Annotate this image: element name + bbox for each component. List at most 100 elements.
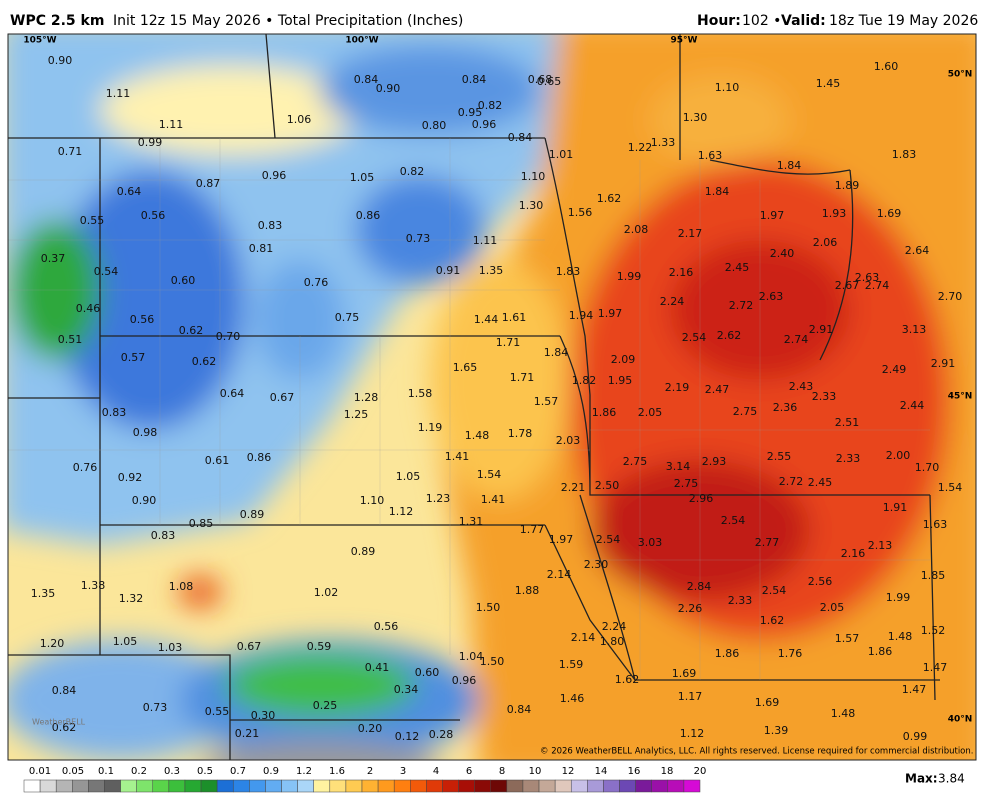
colorbar-label: 18 bbox=[661, 766, 674, 777]
precip-label: 1.59 bbox=[559, 658, 584, 671]
precip-label: 0.76 bbox=[73, 461, 98, 474]
precip-label: 1.69 bbox=[877, 207, 902, 220]
precip-label: 0.64 bbox=[220, 387, 245, 400]
precip-label: 0.70 bbox=[216, 330, 241, 343]
colorbar-swatch bbox=[55, 779, 73, 793]
precip-label: 1.56 bbox=[568, 206, 593, 219]
colorbar-label: 14 bbox=[595, 766, 608, 777]
precip-label: 0.37 bbox=[41, 252, 66, 265]
precip-label: 2.74 bbox=[865, 279, 890, 292]
precip-label: 1.63 bbox=[698, 149, 723, 162]
precip-label: 3.03 bbox=[638, 536, 663, 549]
colorbar-swatch bbox=[393, 779, 411, 793]
colorbar-swatch bbox=[570, 779, 588, 793]
precip-label: 1.01 bbox=[549, 148, 574, 161]
precip-label: 2.62 bbox=[717, 329, 742, 342]
precip-label: 0.60 bbox=[415, 666, 440, 679]
axis-label: 100°W bbox=[345, 36, 378, 46]
precip-label: 2.91 bbox=[931, 357, 956, 370]
precip-label: 0.84 bbox=[508, 131, 533, 144]
axis-label: 95°W bbox=[671, 36, 698, 46]
precip-label: 1.47 bbox=[923, 661, 948, 674]
precip-label: 1.05 bbox=[113, 635, 138, 648]
precip-label: 1.10 bbox=[715, 81, 740, 94]
colorbar-label: 2 bbox=[367, 766, 373, 777]
colorbar-swatch bbox=[522, 779, 540, 793]
colorbar-swatch bbox=[458, 779, 475, 793]
precip-label: 2.55 bbox=[767, 450, 792, 463]
precip-label: 2.05 bbox=[820, 601, 845, 614]
precip-label: 1.63 bbox=[923, 518, 948, 531]
precip-label: 2.75 bbox=[733, 405, 758, 418]
colorbar-swatch bbox=[249, 779, 266, 793]
precip-label: 0.67 bbox=[237, 640, 262, 653]
precip-label: 1.23 bbox=[426, 492, 451, 505]
precip-label: 2.54 bbox=[721, 514, 746, 527]
precip-label: 0.80 bbox=[422, 119, 447, 132]
precip-label: 1.95 bbox=[608, 374, 633, 387]
precip-label: 0.96 bbox=[262, 169, 287, 182]
precip-label: 1.10 bbox=[521, 170, 546, 183]
colorbar-swatch bbox=[168, 779, 186, 793]
colorbar: 0.01 0.05 0.1 0.2 0.3 0.5 0.7 0.9 1.2 1.6 2 3 4 6 8 10 1… bbox=[23, 766, 706, 793]
colorbar-swatch bbox=[554, 779, 572, 793]
colorbar-label: 0.2 bbox=[131, 766, 147, 777]
precip-label: 2.54 bbox=[682, 331, 707, 344]
precip-label: 0.76 bbox=[304, 276, 329, 289]
precip-label: 1.83 bbox=[892, 148, 917, 161]
precip-label: 1.31 bbox=[459, 515, 484, 528]
precip-label: 0.90 bbox=[48, 54, 73, 67]
precip-field: 0.901.111.110.991.060.840.900.84 0.680.65… bbox=[8, 34, 976, 760]
precip-label: 1.12 bbox=[389, 505, 414, 518]
precip-label: 1.82 bbox=[572, 374, 597, 387]
precip-label: 1.22 bbox=[628, 141, 653, 154]
precip-label: 0.95 bbox=[458, 106, 483, 119]
colorbar-label: 0.01 bbox=[29, 766, 51, 777]
precip-label: 0.67 bbox=[270, 391, 295, 404]
precip-label: 2.24 bbox=[602, 620, 627, 633]
precip-label: 1.05 bbox=[350, 171, 375, 184]
precip-label: 2.96 bbox=[689, 492, 714, 505]
precip-label: 0.85 bbox=[189, 517, 214, 530]
precip-label: 0.57 bbox=[121, 351, 146, 364]
precip-label: 1.85 bbox=[921, 569, 946, 582]
precip-label: 1.93 bbox=[822, 207, 847, 220]
precip-label: 1.08 bbox=[169, 580, 194, 593]
colorbar-label: 6 bbox=[466, 766, 472, 777]
precip-label: 2.30 bbox=[584, 558, 609, 571]
colorbar-label: 0.05 bbox=[62, 766, 84, 777]
precip-label: 1.69 bbox=[755, 696, 780, 709]
precip-label: 1.69 bbox=[672, 667, 697, 680]
max-label: Max: bbox=[905, 772, 938, 786]
precip-label: 2.21 bbox=[561, 481, 586, 494]
precip-label: 0.62 bbox=[179, 324, 204, 337]
precip-label: 0.99 bbox=[903, 730, 928, 743]
precip-label: 1.48 bbox=[465, 429, 490, 442]
colorbar-swatch bbox=[72, 779, 89, 793]
precip-label: 2.26 bbox=[678, 602, 703, 615]
precip-label: 0.75 bbox=[335, 311, 360, 324]
colorbar-swatch bbox=[313, 779, 331, 793]
precip-label: 0.59 bbox=[307, 640, 332, 653]
precip-label: 1.25 bbox=[344, 408, 369, 421]
colorbar-label: 0.3 bbox=[164, 766, 180, 777]
axis-label: 45°N bbox=[948, 392, 973, 402]
axis-label: 105°W bbox=[23, 36, 56, 46]
watermark: WeatherBELL bbox=[32, 718, 86, 727]
precip-label: 2.63 bbox=[759, 290, 784, 303]
colorbar-swatch bbox=[216, 779, 234, 793]
precip-label: 2.54 bbox=[596, 533, 621, 546]
product: WPC 2.5 km bbox=[10, 13, 104, 29]
precip-label: 2.67 bbox=[835, 279, 860, 292]
precip-label: 0.82 bbox=[400, 165, 425, 178]
precip-label: 2.93 bbox=[702, 455, 727, 468]
precip-label: 1.02 bbox=[314, 586, 339, 599]
colorbar-swatch bbox=[587, 779, 604, 793]
precip-label: 1.17 bbox=[678, 690, 703, 703]
precip-label: 1.71 bbox=[510, 371, 535, 384]
precip-label: 1.91 bbox=[883, 501, 908, 514]
precip-label: 1.84 bbox=[544, 346, 569, 359]
precip-label: 0.83 bbox=[151, 529, 176, 542]
colorbar-label: 4 bbox=[433, 766, 439, 777]
max-value: 3.84 bbox=[938, 772, 965, 786]
